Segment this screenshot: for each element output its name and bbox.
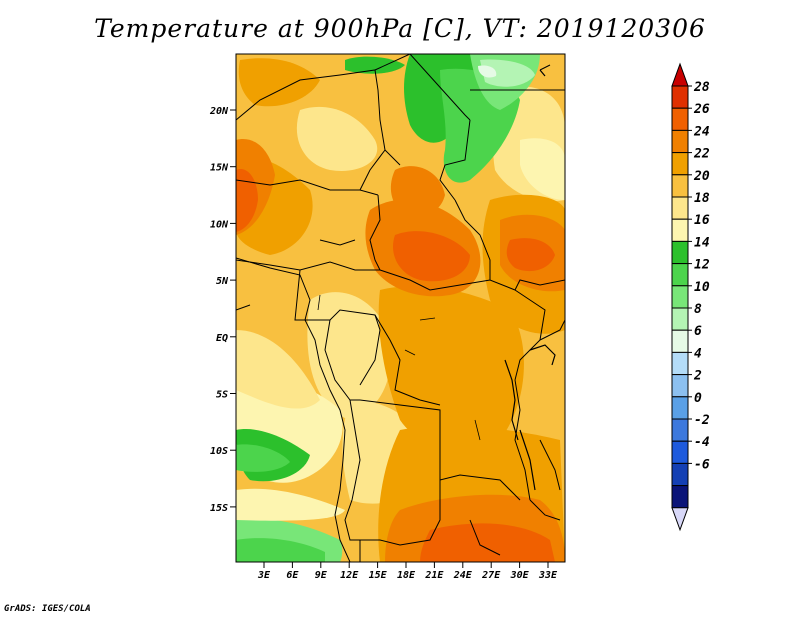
colorbar-swatch <box>671 374 689 398</box>
colorbar-label: 28 <box>693 80 710 95</box>
colorbar-label: 14 <box>694 235 710 250</box>
colorbar-label: 20 <box>693 169 710 184</box>
colorbar-label: 2 <box>693 369 702 384</box>
colorbar-label: 8 <box>694 302 702 317</box>
colorbar-swatch <box>671 152 689 176</box>
field-8-northeast <box>480 59 535 87</box>
colorbar-label: 26 <box>693 102 710 117</box>
colorbar-top-arrow <box>671 62 689 87</box>
field-18-south <box>236 330 320 409</box>
great-lakes <box>504 69 556 491</box>
field-26-west <box>236 169 258 232</box>
field-24-north <box>390 166 445 216</box>
field-18-central <box>307 292 391 420</box>
grads-credit: GrADS: IGES/COLA <box>4 604 91 614</box>
colorbar-swatch <box>671 263 689 287</box>
field-16-east <box>520 138 565 200</box>
colorbar-label: 10 <box>694 280 710 295</box>
field-18-north <box>296 106 378 171</box>
colorbar-label: -4 <box>694 435 710 450</box>
map-frame <box>235 53 566 563</box>
longitude-axis: 3E 6E 9E 12E 15E 18E 21E 24E 27E 30E 33E <box>257 562 558 581</box>
colorbar-label: 24 <box>693 124 710 139</box>
field-14-southwest-2 <box>236 538 325 562</box>
lat-label: 10S <box>210 446 228 457</box>
country-boundaries <box>236 54 565 562</box>
field-12-southwest <box>236 444 290 472</box>
field-6-northeast <box>478 65 497 78</box>
chart-title: Temperature at 900hPa [C], VT: 201912030… <box>94 14 706 43</box>
lon-label: 9E <box>315 570 328 581</box>
lat-label: 5N <box>216 276 229 287</box>
colorbar-label: 16 <box>694 213 710 228</box>
colorbar <box>671 62 689 532</box>
colorbar-swatch <box>671 85 689 109</box>
colorbar-label: 4 <box>694 346 702 361</box>
colorbar-swatch <box>671 396 689 420</box>
colorbar-swatch <box>671 174 689 198</box>
latitude-axis: 20N 15N 10N 5N EQ 5S 10S 15S <box>209 106 236 514</box>
colorbar-swatch <box>671 196 689 220</box>
lon-label: 6E <box>286 570 299 581</box>
lat-label: 20N <box>209 106 229 117</box>
lon-label: 3E <box>257 570 271 581</box>
rivers <box>317 294 481 441</box>
lon-label: 15E <box>369 570 388 581</box>
field-16-southwest-2 <box>236 488 345 521</box>
colorbar-swatch <box>671 107 689 131</box>
lon-label: 24E <box>453 570 473 581</box>
colorbar-swatch <box>671 485 689 509</box>
colorbar-swatch <box>671 462 689 487</box>
lat-label: 10N <box>210 219 229 230</box>
field-14-north <box>345 56 405 74</box>
colorbar-swatch <box>671 129 689 154</box>
lon-label: 27E <box>481 570 501 581</box>
colorbar-swatch <box>671 351 689 376</box>
colorbar-label: -6 <box>694 457 710 472</box>
colorbar-bottom-arrow <box>671 507 689 532</box>
field-26-central <box>392 231 470 282</box>
colorbar-swatch <box>671 440 689 464</box>
colorbar-label: 0 <box>694 391 702 406</box>
lon-label: 30E <box>510 570 530 581</box>
colorbar-label: 12 <box>694 258 710 273</box>
lat-label: 15S <box>210 503 228 514</box>
lon-label: 33E <box>538 570 558 581</box>
field-22-northwest <box>238 58 320 107</box>
colorbar-swatch <box>671 240 689 265</box>
lat-label: EQ <box>216 333 228 344</box>
colorbar-label: -2 <box>694 413 710 428</box>
colorbar-swatch <box>671 285 689 309</box>
lon-label: 12E <box>340 570 359 581</box>
colorbar-swatch <box>671 218 689 242</box>
lon-label: 18E <box>397 570 416 581</box>
colorbar-swatch <box>671 307 689 331</box>
temperature-field <box>236 54 565 562</box>
lon-label: 21E <box>424 570 444 581</box>
field-26-east <box>506 238 555 272</box>
lat-label: 5S <box>216 390 228 401</box>
colorbar-label: 22 <box>693 147 710 162</box>
colorbar-label: 6 <box>694 324 702 339</box>
lat-label: 15N <box>210 163 229 174</box>
colorbar-swatch <box>671 418 689 442</box>
field-26-south <box>420 523 555 562</box>
colorbar-label: 18 <box>694 191 710 206</box>
field-22-central <box>378 286 524 451</box>
colorbar-swatch <box>671 329 689 353</box>
coastline <box>236 257 351 562</box>
